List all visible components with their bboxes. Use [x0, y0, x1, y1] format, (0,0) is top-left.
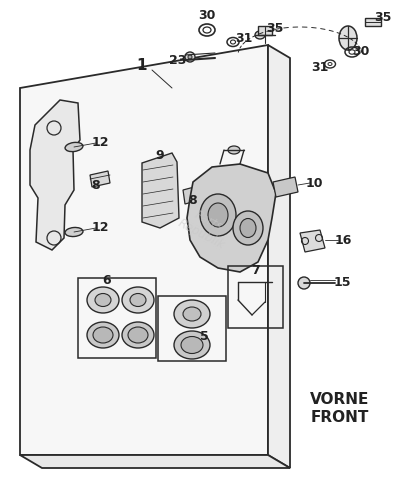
Text: 30: 30: [198, 9, 216, 22]
Polygon shape: [183, 186, 200, 204]
Ellipse shape: [87, 287, 119, 313]
Text: 9: 9: [156, 148, 164, 161]
Text: 35: 35: [374, 11, 392, 23]
Ellipse shape: [181, 337, 203, 354]
Text: 6: 6: [103, 274, 111, 286]
Text: 30: 30: [352, 45, 370, 57]
Text: 31: 31: [311, 60, 329, 73]
Ellipse shape: [208, 203, 228, 227]
Bar: [158, 296, 226, 361]
Text: 7: 7: [251, 263, 259, 276]
Text: 12: 12: [91, 136, 109, 148]
Ellipse shape: [65, 142, 83, 152]
Text: 8: 8: [189, 194, 197, 206]
Text: 35: 35: [266, 22, 284, 34]
Text: 31: 31: [235, 32, 253, 45]
Ellipse shape: [183, 307, 201, 321]
Ellipse shape: [339, 26, 357, 50]
Text: 15: 15: [333, 275, 351, 288]
Polygon shape: [142, 153, 179, 228]
Polygon shape: [273, 177, 298, 197]
Ellipse shape: [255, 31, 265, 39]
Ellipse shape: [188, 55, 192, 59]
Ellipse shape: [298, 277, 310, 289]
Ellipse shape: [93, 327, 113, 343]
Polygon shape: [30, 100, 80, 250]
Ellipse shape: [240, 218, 256, 238]
Ellipse shape: [122, 322, 154, 348]
Bar: [365, 18, 381, 26]
Text: 1: 1: [137, 57, 147, 72]
Text: 10: 10: [305, 176, 323, 190]
Text: 16: 16: [334, 233, 352, 247]
Polygon shape: [90, 171, 110, 187]
Text: 23: 23: [169, 54, 187, 67]
Polygon shape: [20, 455, 290, 468]
Text: VORNE: VORNE: [310, 392, 370, 408]
Ellipse shape: [128, 327, 148, 343]
Polygon shape: [20, 45, 268, 455]
Bar: [228, 266, 283, 328]
Ellipse shape: [65, 228, 83, 237]
Polygon shape: [187, 164, 276, 272]
Text: 5: 5: [200, 331, 208, 343]
Bar: [78, 278, 156, 358]
Ellipse shape: [174, 300, 210, 328]
Polygon shape: [268, 45, 290, 468]
Ellipse shape: [122, 287, 154, 313]
Bar: [258, 26, 272, 35]
Ellipse shape: [200, 194, 236, 236]
Ellipse shape: [228, 146, 240, 154]
Text: 8: 8: [92, 179, 100, 192]
Ellipse shape: [174, 331, 210, 359]
Text: Parts
Republik: Parts Republik: [176, 204, 234, 252]
Text: 12: 12: [91, 220, 109, 233]
Ellipse shape: [233, 211, 263, 245]
Polygon shape: [300, 230, 325, 252]
Text: FRONT: FRONT: [311, 411, 369, 425]
Ellipse shape: [95, 294, 111, 307]
Ellipse shape: [87, 322, 119, 348]
Ellipse shape: [130, 294, 146, 307]
Ellipse shape: [185, 52, 195, 62]
